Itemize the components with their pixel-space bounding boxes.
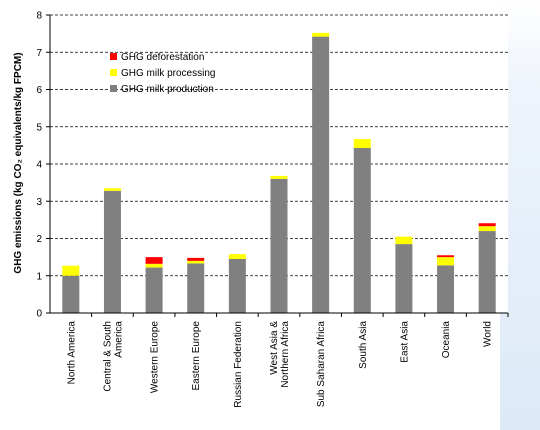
bar-segment-ghg-milk-processing [270,175,288,179]
legend-label: GHG milk production [121,84,214,95]
bar-segment-ghg-deforestation [478,223,496,227]
x-tick-label: West Asia & [269,321,280,375]
bar-segment-ghg-milk-production [312,36,330,313]
x-tick-label: Oceania [441,321,452,359]
x-tick-label-group: West Asia & Northern Africa [269,321,291,388]
bar-segment-ghg-milk-production [187,263,205,313]
x-tick-label-group: Russian Federation [233,321,244,408]
gridlines [50,14,508,277]
x-tick-label-group: Eastern Europe [191,321,202,391]
x-tick-label-group: Central & South America [102,321,124,392]
bars [62,32,496,313]
bar-segment-ghg-milk-processing [228,254,246,259]
bar-segment-ghg-milk-processing [312,32,330,37]
x-tick-label: North America [66,321,77,385]
legend: GHG deforestation GHG milk processing GHG … [110,52,215,95]
x-tick-label-group: North America [66,321,77,385]
x-tick-label-group: Sub Saharan Africa [316,321,327,408]
bar-segment-ghg-milk-production [103,190,121,313]
x-tick-label: Western Europe [150,321,161,394]
legend-label: GHG deforestation [121,52,204,63]
bar-segment-ghg-milk-production [270,178,288,313]
x-tick-label-group: World [483,321,494,347]
y-tick-label: 8 [36,11,42,22]
y-tick-label: 3 [36,197,42,208]
bar-segment-ghg-deforestation [145,257,163,264]
bar-segment-ghg-milk-processing [145,263,163,268]
y-tick-labels: 0 1 2 3 4 5 6 7 8 [36,11,50,320]
y-tick-label: 0 [36,309,42,320]
bar-segment-ghg-milk-processing [62,265,80,276]
plot-area: 0 1 2 3 4 5 6 7 8 North America Central & South Am… [36,11,509,408]
y-tick-label: 2 [36,234,42,245]
x-tick-label: East Asia [399,321,410,363]
x-tick-label: Sub Saharan Africa [316,321,327,408]
x-tick-label-group: East Asia [399,321,410,363]
x-tick-label: America [113,321,124,358]
bar-segment-ghg-milk-processing [103,188,121,191]
y-tick-label: 1 [36,271,42,282]
x-tick-label-group: Oceania [441,321,452,359]
bar-segment-ghg-milk-production [437,265,455,313]
legend-swatch [110,85,117,92]
y-tick-label: 4 [36,160,42,171]
legend-swatch [110,69,117,76]
bar-segment-ghg-milk-production [228,258,246,313]
bar-segment-ghg-milk-processing [187,260,205,264]
legend-label: GHG milk processing [121,68,215,79]
bar-segment-ghg-milk-processing [437,257,455,266]
legend-swatch [110,53,117,60]
y-tick-label: 7 [36,48,42,59]
bar-segment-ghg-milk-production [478,231,496,313]
x-tick-label: Northern Africa [280,321,291,388]
x-tick-label: Central & South [102,321,113,392]
x-tick-label-group: South Asia [358,321,369,369]
x-tick-label: Eastern Europe [191,321,202,391]
bar-segment-ghg-deforestation [437,255,455,258]
x-tick-labels: North America Central & South America Weste… [66,313,509,408]
bar-segment-ghg-milk-processing [353,139,371,148]
bar-segment-ghg-milk-processing [478,226,496,232]
x-tick-label-group: Western Europe [150,321,161,394]
bar-segment-ghg-milk-production [395,244,413,313]
bar-segment-ghg-deforestation [187,257,205,261]
x-tick-label: South Asia [358,321,369,369]
x-tick-label: World [483,321,494,347]
y-axis-label: GHG emissions (kg CO₂ equivalents/kg FPC… [13,52,24,273]
y-tick-label: 6 [36,85,42,96]
bar-segment-ghg-milk-production [353,147,371,313]
x-tick-label: Russian Federation [233,321,244,408]
bar-segment-ghg-milk-processing [395,236,413,245]
bar-segment-ghg-milk-production [62,275,80,313]
y-tick-label: 5 [36,122,42,133]
bar-segment-ghg-milk-production [145,267,163,313]
